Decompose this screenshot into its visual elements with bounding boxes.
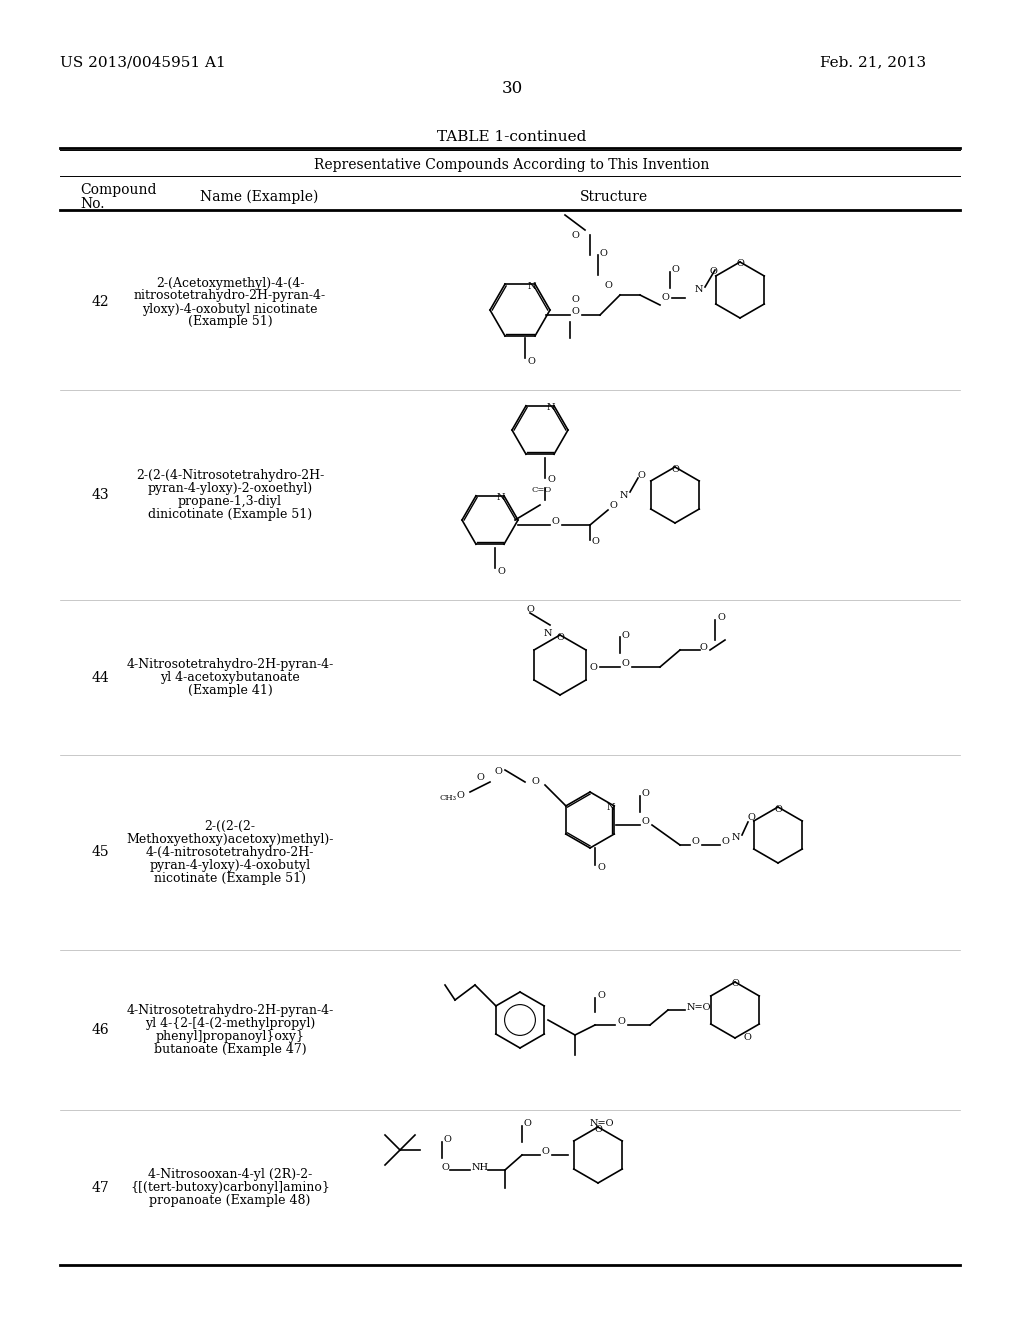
Text: (Example 41): (Example 41): [187, 684, 272, 697]
Text: O: O: [710, 268, 718, 276]
Text: N: N: [544, 628, 552, 638]
Text: N: N: [607, 804, 615, 813]
Text: O: O: [774, 804, 782, 813]
Text: O: O: [526, 606, 534, 615]
Text: 2-((2-(2-: 2-((2-(2-: [205, 820, 256, 833]
Text: O: O: [572, 296, 580, 305]
Text: Methoxyethoxy)acetoxy)methyl)-: Methoxyethoxy)acetoxy)methyl)-: [126, 833, 334, 846]
Text: O: O: [662, 293, 670, 302]
Text: O: O: [722, 837, 730, 846]
Text: pyran-4-yloxy)-4-oxobutyl: pyran-4-yloxy)-4-oxobutyl: [150, 859, 310, 873]
Text: O: O: [622, 631, 630, 639]
Text: pyran-4-yloxy)-2-oxoethyl): pyran-4-yloxy)-2-oxoethyl): [147, 482, 312, 495]
Text: yl 4-{2-[4-(2-methylpropyl): yl 4-{2-[4-(2-methylpropyl): [144, 1016, 315, 1030]
Text: N: N: [695, 285, 703, 294]
Text: O: O: [444, 1135, 452, 1144]
Text: O: O: [572, 308, 580, 317]
Text: yl 4-acetoxybutanoate: yl 4-acetoxybutanoate: [160, 671, 300, 684]
Text: O: O: [442, 1163, 450, 1172]
Text: O: O: [700, 643, 708, 652]
Text: O: O: [671, 465, 679, 474]
Text: O: O: [642, 789, 650, 799]
Text: yloxy)-4-oxobutyl nicotinate: yloxy)-4-oxobutyl nicotinate: [142, 302, 317, 315]
Text: O: O: [717, 614, 725, 623]
Text: O: O: [527, 358, 535, 367]
Text: O: O: [590, 663, 598, 672]
Text: US 2013/0045951 A1: US 2013/0045951 A1: [60, 55, 225, 69]
Text: 2-(Acetoxymethyl)-4-(4-: 2-(Acetoxymethyl)-4-(4-: [156, 276, 304, 289]
Text: O: O: [597, 991, 605, 1001]
Text: propanoate (Example 48): propanoate (Example 48): [150, 1195, 310, 1206]
Text: CH₃: CH₃: [439, 795, 457, 803]
Text: Feb. 21, 2013: Feb. 21, 2013: [820, 55, 926, 69]
Text: N: N: [620, 491, 629, 499]
Text: O: O: [736, 260, 744, 268]
Text: Compound: Compound: [80, 183, 157, 197]
Text: 4-Nitrosotetrahydro-2H-pyran-4-: 4-Nitrosotetrahydro-2H-pyran-4-: [126, 1005, 334, 1016]
Text: dinicotinate (Example 51): dinicotinate (Example 51): [147, 508, 312, 521]
Text: O: O: [476, 774, 484, 783]
Text: Name (Example): Name (Example): [200, 190, 318, 205]
Text: 45: 45: [91, 846, 109, 859]
Text: O: O: [638, 470, 646, 479]
Text: O: O: [531, 777, 539, 787]
Text: O: O: [743, 1034, 751, 1043]
Text: 47: 47: [91, 1180, 109, 1195]
Text: phenyl]propanoyl}oxy}: phenyl]propanoyl}oxy}: [156, 1030, 304, 1043]
Text: O: O: [642, 817, 650, 826]
Text: TABLE 1-continued: TABLE 1-continued: [437, 129, 587, 144]
Text: O: O: [672, 265, 680, 275]
Text: N: N: [547, 403, 555, 412]
Text: 46: 46: [91, 1023, 109, 1038]
Text: N: N: [732, 833, 740, 842]
Text: Structure: Structure: [580, 190, 648, 205]
Text: Representative Compounds According to This Invention: Representative Compounds According to Th…: [314, 158, 710, 172]
Text: 4-(4-nitrosotetrahydro-2H-: 4-(4-nitrosotetrahydro-2H-: [145, 846, 314, 859]
Text: 43: 43: [91, 488, 109, 502]
Text: 4-Nitrosooxan-4-yl (2R)-2-: 4-Nitrosooxan-4-yl (2R)-2-: [147, 1168, 312, 1181]
Text: O: O: [556, 632, 564, 642]
Text: nicotinate (Example 51): nicotinate (Example 51): [154, 873, 306, 884]
Text: NH: NH: [472, 1163, 489, 1172]
Text: N=O: N=O: [590, 1118, 614, 1127]
Text: O: O: [542, 1147, 550, 1156]
Text: O: O: [552, 517, 560, 527]
Text: propane-1,3-diyl: propane-1,3-diyl: [178, 495, 282, 508]
Text: 42: 42: [91, 296, 109, 309]
Text: (Example 51): (Example 51): [187, 315, 272, 329]
Text: O: O: [600, 248, 608, 257]
Text: O: O: [456, 791, 464, 800]
Text: O: O: [592, 537, 600, 546]
Text: 30: 30: [502, 81, 522, 96]
Text: O: O: [497, 568, 505, 577]
Text: O: O: [494, 767, 502, 776]
Text: O: O: [617, 1018, 625, 1027]
Text: N=O: N=O: [687, 1002, 712, 1011]
Text: O: O: [572, 231, 580, 239]
Text: C=O: C=O: [532, 486, 552, 494]
Text: 44: 44: [91, 671, 109, 685]
Text: N: N: [497, 494, 505, 502]
Text: 4-Nitrosotetrahydro-2H-pyran-4-: 4-Nitrosotetrahydro-2H-pyran-4-: [126, 657, 334, 671]
Text: O: O: [524, 1119, 531, 1129]
Text: 2-(2-(4-Nitrosotetrahydro-2H-: 2-(2-(4-Nitrosotetrahydro-2H-: [136, 469, 325, 482]
Text: O: O: [692, 837, 699, 846]
Text: {[(tert-butoxy)carbonyl]amino}: {[(tert-butoxy)carbonyl]amino}: [130, 1181, 330, 1195]
Text: O: O: [731, 979, 739, 989]
Text: O: O: [604, 281, 612, 289]
Text: O: O: [748, 813, 756, 822]
Text: O: O: [594, 1125, 602, 1134]
Text: butanoate (Example 47): butanoate (Example 47): [154, 1043, 306, 1056]
Text: O: O: [597, 863, 605, 873]
Text: O: O: [547, 475, 555, 484]
Text: O: O: [610, 500, 617, 510]
Text: No.: No.: [80, 197, 104, 211]
Text: O: O: [622, 659, 630, 668]
Text: nitrosotetrahydro-2H-pyran-4-: nitrosotetrahydro-2H-pyran-4-: [134, 289, 326, 302]
Text: N: N: [527, 281, 537, 290]
